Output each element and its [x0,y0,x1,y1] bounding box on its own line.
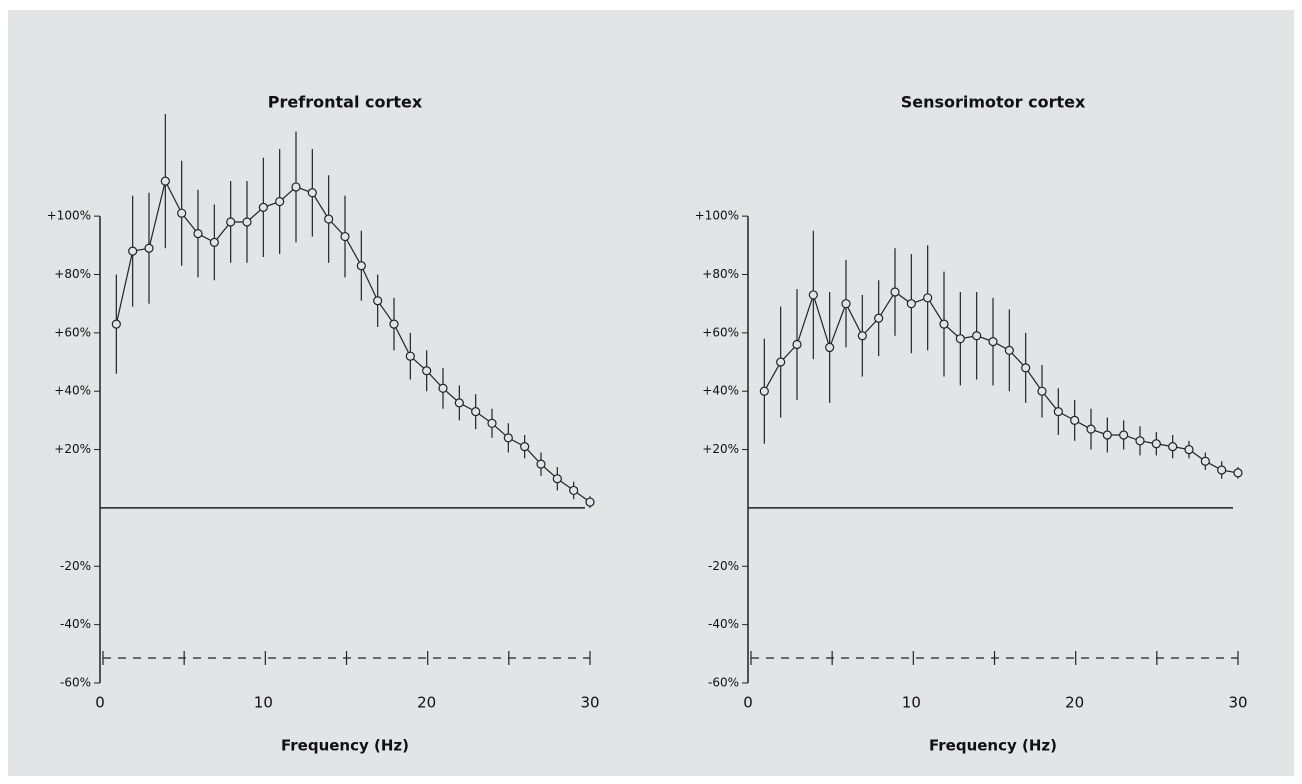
y-tick-label: -20% [708,559,739,573]
data-point [193,229,203,239]
x-tick-label: 10 [902,694,921,712]
data-point [128,246,138,256]
data-point [1233,468,1243,478]
y-tick-label: -20% [60,559,91,573]
data-point [759,386,769,396]
data-point [454,398,464,408]
data-point [1184,444,1194,455]
y-tick-label: +40% [54,384,91,398]
y-tick-label: +20% [54,442,91,456]
y-tick-label: +60% [702,325,739,339]
data-point [144,243,154,253]
data-point [1217,465,1227,475]
y-tick-label: +80% [54,267,91,281]
y-tick-label: +100% [47,209,91,223]
x-tick-label: 30 [1228,694,1247,712]
data-point [1037,386,1047,396]
y-tick-label: -40% [60,617,91,631]
x-axis-label: Frequency (Hz) [281,737,409,755]
x-tick-label: 10 [254,694,273,712]
y-tick-label: +100% [695,209,739,223]
data-point [874,313,884,323]
data-point [1135,436,1145,446]
y-tick-label: +60% [54,325,91,339]
data-point [438,383,448,393]
data-point [111,319,121,329]
y-tick-label: -60% [708,676,739,690]
data-point [1021,363,1031,373]
data-point [275,196,285,207]
y-tick-label: +20% [702,442,739,456]
data-point [209,237,219,247]
data-point [988,337,998,347]
data-point [792,339,802,350]
data-point [356,261,366,271]
data-point [1200,456,1210,466]
y-tick-label: -60% [60,676,91,690]
x-tick-label: 20 [1065,694,1084,712]
data-point [1004,345,1014,355]
y-tick-label: +80% [702,267,739,281]
data-point [1151,439,1161,449]
data-point [226,217,236,227]
data-point [1119,430,1129,440]
x-tick-label: 20 [417,694,436,712]
data-point [841,299,851,309]
data-point [1070,415,1080,425]
data-point [1086,424,1096,434]
y-tick-label: -40% [708,617,739,631]
chart-title: Sensorimotor cortex [901,93,1086,112]
data-point [776,357,786,367]
data-point [585,497,595,507]
x-axis-label: Frequency (Hz) [929,737,1057,755]
data-point [373,296,383,306]
data-point [291,182,301,192]
x-tick-label: 0 [743,694,753,712]
data-point [825,342,835,353]
data-point [389,319,399,329]
chart-title: Prefrontal cortex [268,93,423,112]
x-tick-label: 0 [95,694,105,712]
data-point [487,418,497,428]
data-point [1168,442,1178,452]
data-point [536,459,546,469]
data-point [471,407,481,417]
data-point [1102,430,1112,440]
data-point [177,208,187,218]
data-point [955,334,965,344]
data-point [405,351,415,361]
data-point [939,319,949,329]
data-point [552,474,562,484]
background [8,10,1294,776]
data-point [890,287,900,297]
data-point [422,366,432,376]
data-point [520,442,530,452]
y-tick-label: +40% [702,384,739,398]
data-point [569,485,579,496]
data-point [503,433,513,443]
x-tick-label: 30 [580,694,599,712]
data-point [307,188,317,198]
data-point [1053,407,1063,417]
data-point [857,331,867,341]
data-point [923,293,933,303]
data-point [340,231,350,242]
data-point [906,299,916,309]
data-point [808,290,818,300]
data-point [160,176,170,186]
data-point [258,202,268,212]
data-point [242,217,252,227]
data-point [972,331,982,341]
data-point [324,214,334,224]
